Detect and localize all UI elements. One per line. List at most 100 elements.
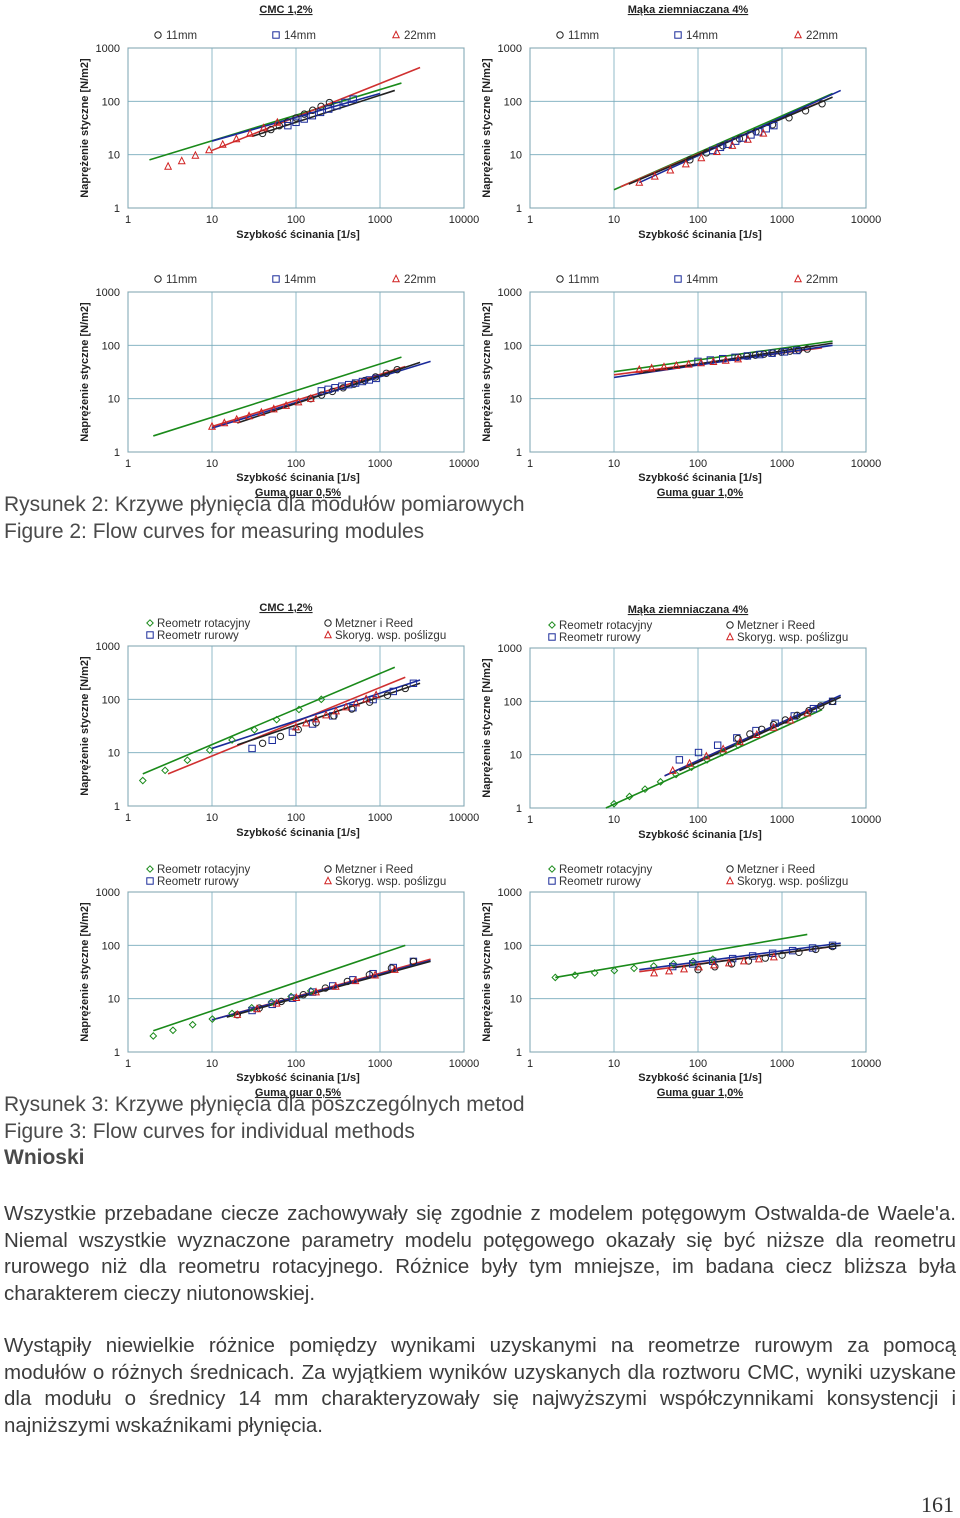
data-point	[343, 977, 352, 986]
data-point	[659, 362, 668, 371]
y-axis-label: Naprężenie styczne [N/m2]	[481, 58, 493, 198]
legend-item: 22mm	[806, 274, 838, 286]
data-point	[372, 690, 381, 699]
x-tick-label: 1	[527, 1058, 533, 1070]
y-tick-label: 1000	[498, 287, 522, 299]
data-point	[685, 758, 694, 767]
y-tick-label: 10	[108, 394, 120, 406]
data-point	[817, 702, 825, 710]
legend-item: 22mm	[806, 30, 838, 42]
data-point	[146, 865, 154, 873]
data-point	[294, 397, 303, 406]
data-point	[635, 364, 644, 373]
data-point	[191, 150, 200, 159]
y-axis-label: Naprężenie styczne [N/m2]	[79, 902, 91, 1042]
data-point	[726, 621, 734, 629]
y-tick-label: 1000	[498, 643, 522, 655]
x-tick-label: 10000	[449, 214, 480, 226]
legend-item: Reometr rurowy	[559, 876, 641, 888]
legend-item: 11mm	[568, 30, 599, 42]
data-point	[291, 722, 301, 731]
y-tick-label: 10	[108, 150, 120, 162]
data-point	[323, 630, 333, 639]
data-point	[351, 976, 360, 985]
data-point	[548, 633, 556, 641]
data-point	[273, 117, 282, 126]
data-point	[726, 865, 734, 873]
data-point	[684, 359, 693, 368]
legend-item: Reometr rurowy	[559, 632, 641, 644]
x-axis-label: Szybkość ścinania [1/s]	[638, 229, 762, 241]
data-point	[719, 744, 728, 753]
y-axis-label: Naprężenie styczne [N/m2]	[481, 658, 493, 798]
panel-sublabel: Guma guar 1,0%	[657, 487, 743, 499]
y-tick-label: 1	[516, 203, 522, 215]
data-point	[272, 31, 280, 39]
y-tick-label: 1000	[96, 641, 120, 653]
y-tick-label: 1	[114, 801, 120, 813]
data-point	[372, 374, 380, 383]
data-point	[277, 997, 286, 1006]
y-tick-label: 1	[516, 803, 522, 815]
legend-item: 14mm	[284, 30, 316, 42]
fit-line	[605, 708, 823, 809]
data-point	[207, 421, 217, 430]
data-point	[735, 737, 745, 746]
data-point	[220, 418, 229, 427]
x-axis-label: Szybkość ścinania [1/s]	[638, 829, 762, 841]
fit-line	[167, 676, 406, 775]
figure2-panel-maka: Mąka ziemniaczana 4% 11mm 14mm 22mm 1 10 100 10…	[472, 0, 882, 262]
data-point	[803, 345, 811, 353]
data-point	[650, 171, 659, 180]
data-point	[571, 971, 579, 980]
section-heading: Wnioski	[4, 1146, 85, 1169]
data-point	[389, 687, 397, 696]
data-point	[183, 756, 192, 765]
data-point	[146, 877, 154, 885]
x-axis-label: Szybkość ścinania [1/s]	[638, 1072, 762, 1084]
data-point	[292, 993, 301, 1002]
data-point	[387, 964, 396, 972]
legend-item: Metzner i Reed	[737, 864, 815, 876]
data-point	[716, 143, 725, 152]
data-point	[365, 971, 374, 979]
y-tick-label: 10	[510, 994, 522, 1006]
x-tick-label: 100	[689, 458, 707, 470]
data-point	[312, 719, 320, 727]
fit-line	[149, 82, 402, 161]
x-axis-label: Szybkość ścinania [1/s]	[236, 229, 360, 241]
x-tick-label: 100	[287, 458, 305, 470]
fit-line	[555, 933, 808, 979]
data-point	[793, 346, 801, 355]
x-tick-label: 1	[125, 214, 131, 226]
data-point	[760, 350, 768, 358]
data-point	[747, 131, 755, 139]
data-point	[322, 710, 331, 719]
x-tick-label: 10000	[851, 1058, 882, 1070]
data-point	[768, 121, 777, 129]
data-point	[669, 959, 678, 968]
fit-line	[639, 942, 841, 971]
data-point	[641, 785, 649, 794]
data-point	[272, 715, 281, 724]
data-point	[721, 355, 730, 364]
figure3-panel-maka: Mąka ziemniaczana 4% Reometr rotacyjny Reo…	[472, 600, 882, 862]
panel-sublabel: Guma guar 0,5%	[255, 487, 341, 499]
legend-item: Reometr rotacyjny	[157, 864, 251, 876]
legend-item: 11mm	[166, 274, 197, 286]
data-point	[768, 349, 776, 357]
data-point	[308, 720, 317, 728]
data-point	[548, 865, 556, 873]
data-point	[590, 968, 599, 977]
data-point	[282, 400, 291, 409]
data-point	[746, 730, 754, 738]
data-point	[551, 973, 560, 982]
x-axis-label: Szybkość ścinania [1/s]	[236, 827, 360, 839]
y-tick-label: 10	[108, 994, 120, 1006]
data-point	[674, 275, 682, 283]
data-point	[324, 865, 332, 873]
data-point	[725, 632, 735, 641]
data-point	[712, 147, 721, 156]
data-point	[164, 161, 173, 170]
